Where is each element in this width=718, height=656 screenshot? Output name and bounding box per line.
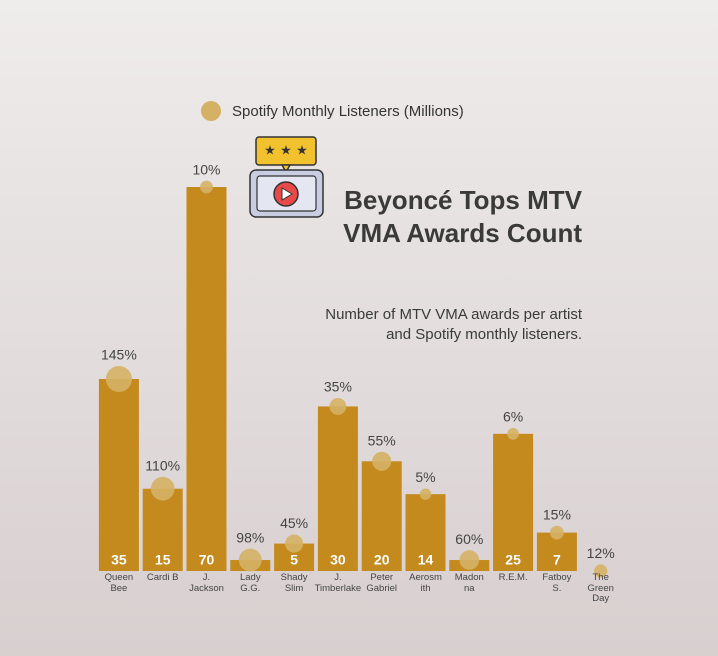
bar <box>405 494 446 571</box>
bubble-label: 145% <box>101 347 137 363</box>
bubble <box>594 564 608 578</box>
bubble <box>459 550 480 570</box>
chart-subtitle: Number of MTV VMA awards per artist and … <box>325 306 582 343</box>
svg-text:★: ★ <box>280 142 292 157</box>
bubble-label: 60% <box>455 531 483 547</box>
bubble-label: 5% <box>415 469 435 485</box>
bar <box>361 461 402 571</box>
bubble-label: 110% <box>145 458 180 474</box>
bubble <box>285 534 304 553</box>
x-tick-label: Peter Gabriel <box>366 572 397 594</box>
chart-title: Beyoncé Tops MTV VMA Awards Count <box>343 185 582 248</box>
bar-label: 15 <box>155 552 171 568</box>
x-tick-label: Fatboy S. <box>542 572 572 594</box>
bubble <box>105 365 132 393</box>
x-tick-label: The Green Day <box>587 572 614 604</box>
bubble <box>238 548 262 572</box>
x-tick-label: Madon na <box>454 572 484 594</box>
bar-label: 14 <box>418 552 434 568</box>
bar-label: 25 <box>505 552 521 568</box>
x-tick-label: J. Jackson <box>189 572 224 594</box>
bubble-label: 10% <box>192 161 220 177</box>
bar <box>317 406 358 571</box>
bubble-label: 6% <box>503 409 523 425</box>
bubble <box>372 451 392 471</box>
x-tick-label: Cardi B <box>146 572 179 583</box>
bar <box>98 379 139 571</box>
x-tick-label: Lady G.G. <box>239 572 261 594</box>
svg-text:★: ★ <box>264 142 276 157</box>
bubble-label: 45% <box>280 515 308 531</box>
bar <box>142 488 183 571</box>
bubble-label: 55% <box>368 432 396 448</box>
bubble-label: 12% <box>587 545 615 561</box>
x-tick-label: R.E.M. <box>498 572 528 583</box>
x-tick-label: Shady Slim <box>280 572 308 594</box>
bar <box>186 187 227 571</box>
x-tick-label: J. Timberlake <box>314 572 362 594</box>
bar-label: 30 <box>330 552 346 568</box>
x-tick-label: Aerosm ith <box>409 572 442 594</box>
bubble <box>507 428 519 440</box>
bubble <box>200 180 213 194</box>
icon: ★ ★ ★ <box>249 136 324 218</box>
bar-label: 5 <box>290 552 298 568</box>
bar-label: 35 <box>111 552 127 568</box>
bubble-label: 35% <box>324 379 352 395</box>
legend-label: Spotify Monthly Listeners (Millions) <box>232 103 464 120</box>
bubble <box>329 397 347 415</box>
bar <box>493 433 534 571</box>
bar-label: 20 <box>374 552 390 568</box>
legend-swatch <box>201 101 221 121</box>
bubble <box>150 476 175 501</box>
bubble-label: 98% <box>236 529 264 545</box>
bubble <box>549 525 564 540</box>
bubble-label: 15% <box>543 506 571 522</box>
bar-label: 70 <box>199 552 215 568</box>
bubble <box>419 488 432 500</box>
x-tick-label: Queen Bee <box>104 572 134 594</box>
bar-label: 7 <box>553 552 561 568</box>
svg-text:★: ★ <box>296 142 308 157</box>
